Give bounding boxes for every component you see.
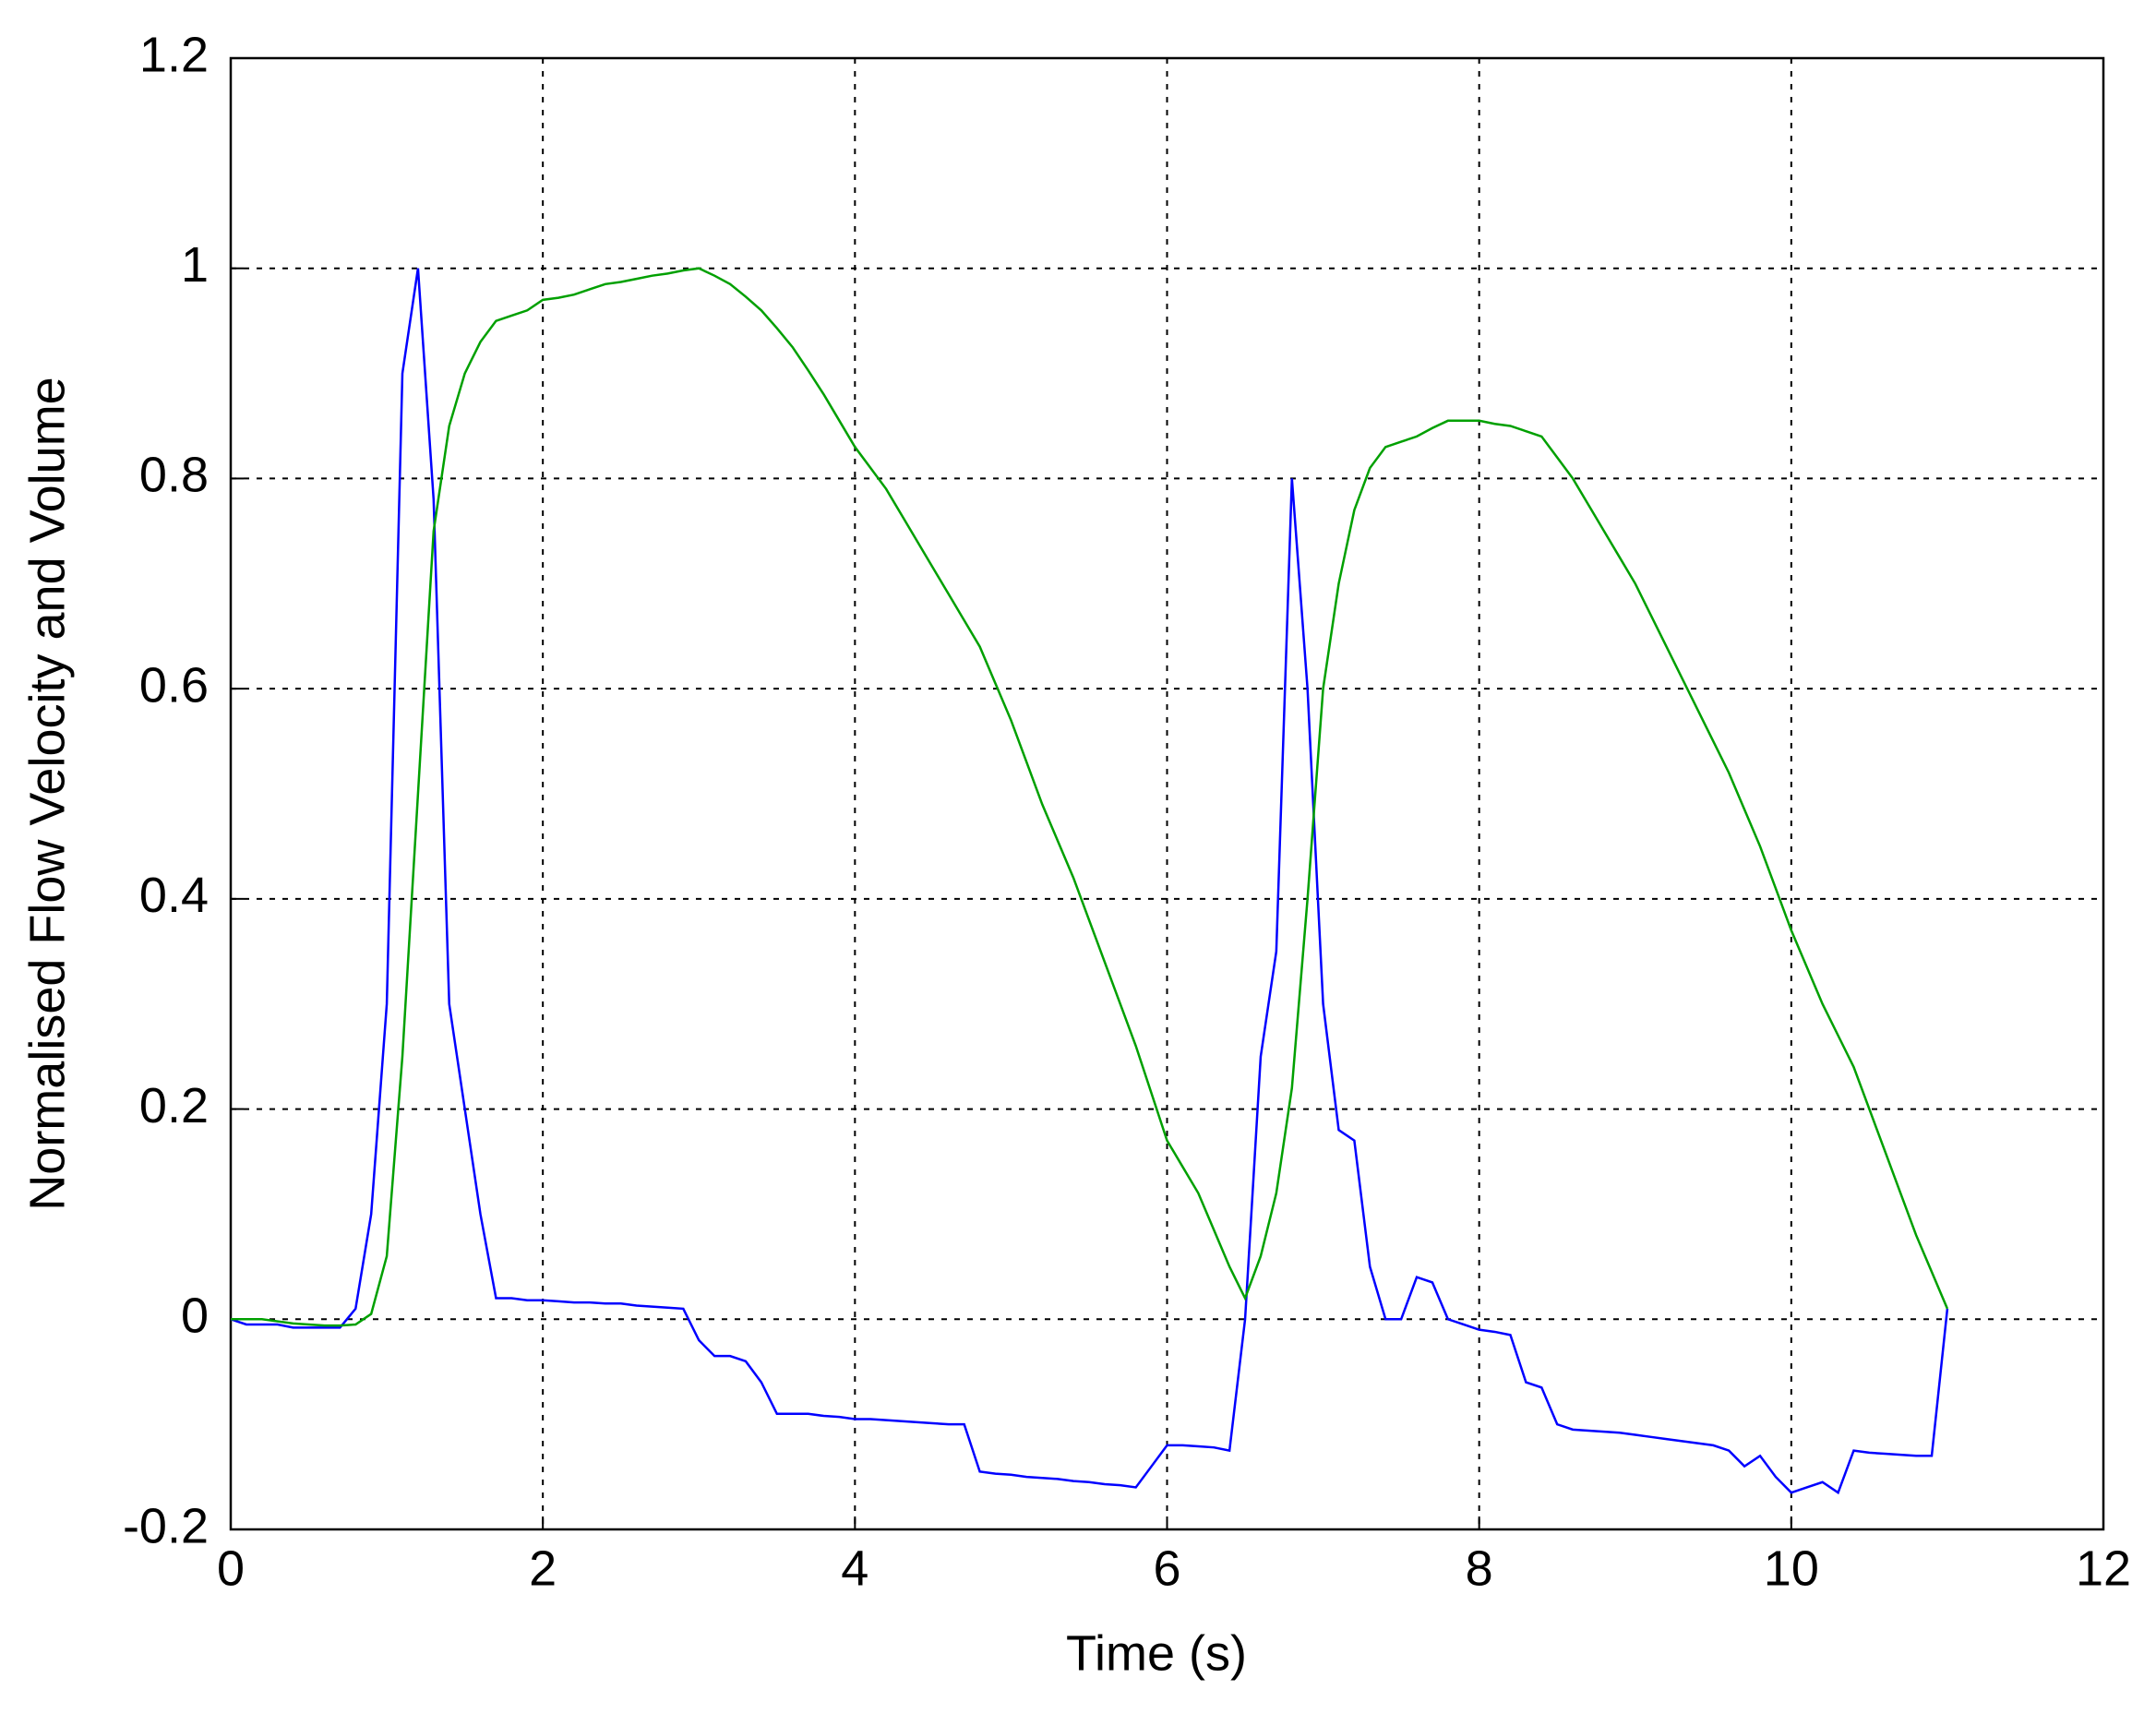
data-line [231,267,1949,1327]
y-axis-label: Normalised Flow Velocity and Volume [19,377,75,1210]
x-axis-label: Time (s) [1066,1625,1247,1681]
plot-frame [229,56,2105,1531]
y-tick-label: 0.2 [139,1078,209,1133]
y-tick-label: 1 [181,237,209,293]
x-tick-label: 4 [841,1540,868,1596]
data-line [230,268,1949,1495]
x-tick-label: 0 [217,1540,245,1596]
y-tick-label: 0.4 [139,868,209,923]
x-tick-label: 2 [529,1540,557,1596]
x-tick-label: 10 [1764,1540,1819,1596]
x-tick-label: 6 [1153,1540,1180,1596]
y-tick-label: 0.8 [139,448,209,503]
y-tick-label: 0.6 [139,657,209,713]
x-tick-label: 12 [2076,1540,2131,1596]
y-tick-label: 1.2 [139,27,209,82]
x-tick-label: 8 [1466,1540,1493,1596]
y-tick-label: 0 [181,1288,209,1344]
y-tick-label: -0.2 [123,1498,209,1553]
